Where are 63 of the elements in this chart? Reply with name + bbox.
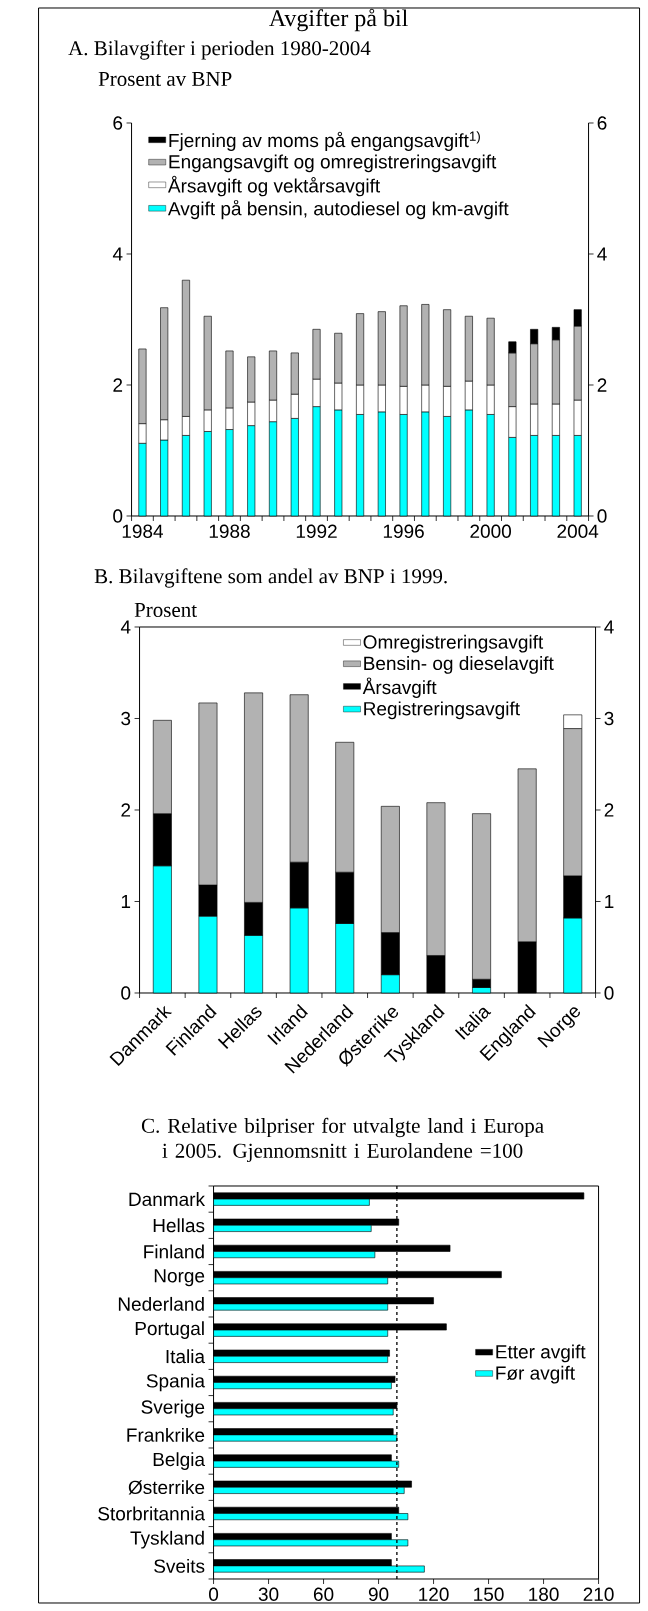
y-tick-label: Belgia — [153, 1452, 206, 1470]
y2-tick-label: 1 — [605, 894, 614, 909]
y-tick-label: 0 — [121, 986, 131, 1000]
y-tick-label: 3 — [121, 711, 131, 726]
y-tick-label: 6 — [113, 116, 123, 130]
y-tick-label: Finland — [144, 1244, 204, 1259]
y2-tick-label: 0 — [604, 986, 614, 1000]
y-tick-label: 4 — [121, 620, 131, 634]
y-tick-label: Tyskland — [130, 1530, 205, 1549]
y2-tick-label: 2 — [604, 803, 614, 817]
x-tick-label: 1992 — [297, 524, 337, 538]
y-tick-label: Italia — [166, 1349, 206, 1364]
y-tick-label: Østerrike — [128, 1480, 205, 1495]
x-tick-label: 120 — [419, 1587, 449, 1601]
legend-label: Bensin- og dieselavgift — [364, 656, 554, 674]
legend-label: Engangsavgift og omregistreringsavgift — [169, 154, 497, 173]
y-tick-label: 2 — [121, 803, 131, 817]
y-tick-label: Norge — [155, 1269, 205, 1287]
legend-label: Avgift på bensin, autodiesel og km-avgift — [168, 199, 509, 220]
y2-tick-label: 4 — [604, 620, 614, 634]
legend-label: Omregistreringsavgift — [363, 634, 544, 653]
y-tick-label: Sverige — [141, 1399, 205, 1418]
x-tick-label: 210 — [583, 1587, 614, 1601]
chart-title: Avgifter på bil — [269, 8, 409, 32]
x-tick-label: 1996 — [384, 524, 425, 538]
legend-label: Fjerning av moms på engangsavgift$^{1)}$ — [169, 131, 481, 151]
y-tick-label: Portugal — [136, 1321, 204, 1339]
x-tick-label: 0 — [209, 1587, 219, 1601]
legend-label: Før avgift — [496, 1365, 576, 1384]
y-tick-label: 1 — [122, 894, 131, 909]
legend-label: Årsavgift og vektårsavgift — [168, 175, 381, 197]
y-axis-title: Prosent — [134, 603, 198, 617]
x-tick-label: 90 — [369, 1587, 389, 1601]
y2-tick-label: 4 — [597, 247, 607, 261]
y-tick-label: 4 — [113, 247, 123, 261]
x-tick-label: 180 — [529, 1587, 559, 1601]
y2-tick-label: 6 — [597, 116, 607, 130]
y-tick-label: Sveits — [154, 1558, 205, 1573]
y-tick-label: Danmark — [129, 1192, 206, 1207]
y-tick-label: Storbritannia — [98, 1506, 206, 1521]
y-tick-label: Spania — [146, 1373, 206, 1392]
y-tick-label: 0 — [113, 509, 123, 523]
chart-title: C. Relative bilpriser for utvalgte land i Europa i 2005. Gjennomsnitt i Eurolandene =100 — [142, 1117, 545, 1163]
y2-tick-label: 2 — [597, 378, 607, 392]
y-tick-label: 2 — [113, 378, 123, 392]
chart-title: B. Bilavgiftene som andel av BNP i 1999. — [94, 568, 447, 588]
x-tick-label: 150 — [474, 1587, 504, 1601]
x-tick-label: 2004 — [557, 524, 599, 538]
x-tick-label: 1988 — [210, 524, 250, 538]
x-tick-label: 30 — [258, 1587, 279, 1601]
y-tick-label: Nederland — [119, 1296, 204, 1311]
x-tick-label: 60 — [314, 1587, 334, 1601]
x-tick-label: 1984 — [122, 524, 164, 538]
y2-tick-label: 0 — [597, 509, 607, 523]
y-tick-label: Hellas — [154, 1218, 205, 1233]
legend-label: Etter avgift — [496, 1344, 586, 1363]
legend-label: Registreringsavgift — [364, 701, 521, 720]
x-tick-label: 2000 — [470, 524, 512, 538]
y2-tick-label: 3 — [604, 711, 614, 726]
y-axis-title: Prosent av BNP — [98, 72, 232, 86]
y-tick-label: Frankrike — [127, 1427, 205, 1442]
legend-label: Årsavgift — [362, 677, 437, 698]
chart-subtitle: A. Bilavgifter i perioden 1980-2004 — [68, 40, 371, 60]
